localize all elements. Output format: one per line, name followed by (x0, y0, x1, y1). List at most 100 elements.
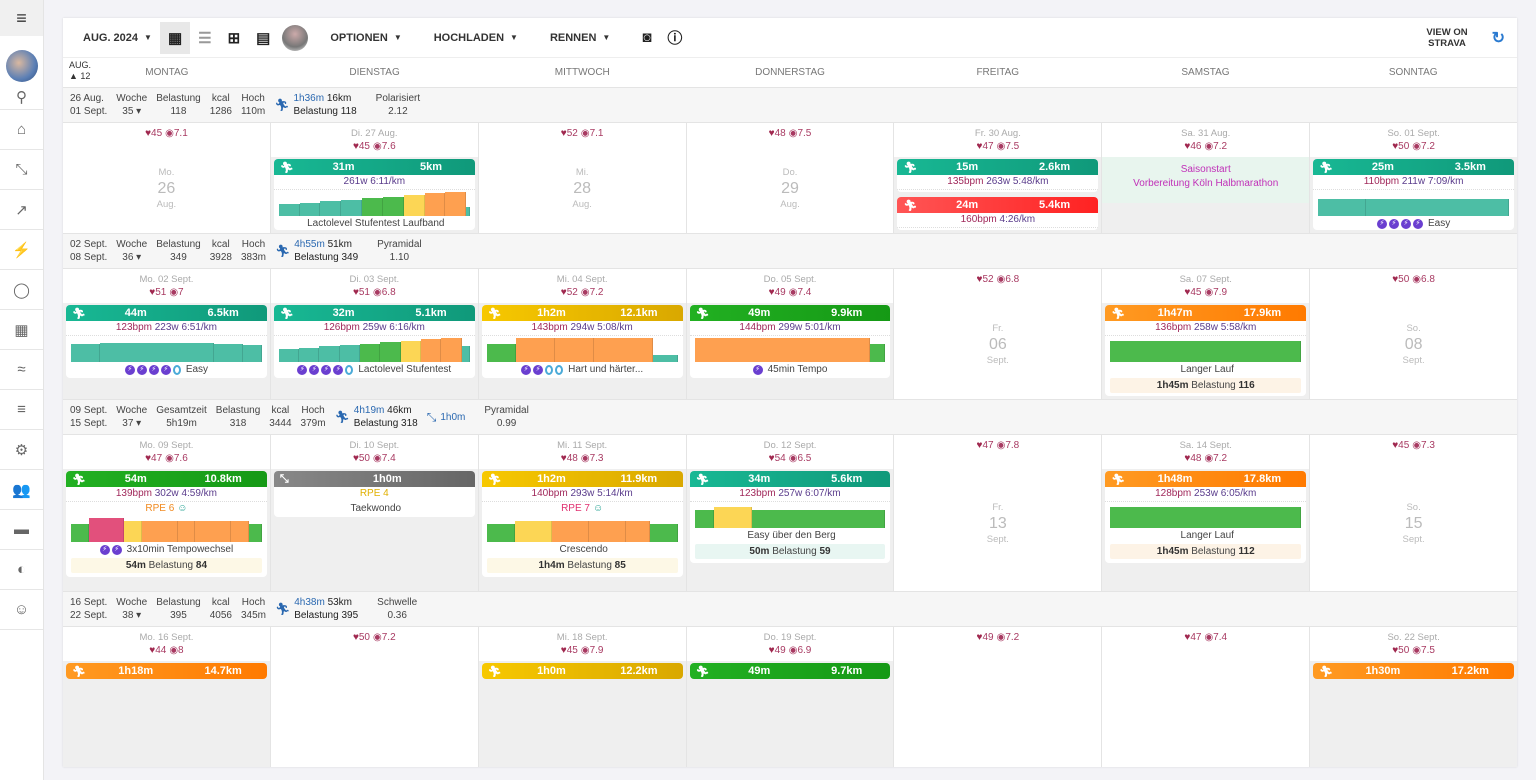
activity-name[interactable]: Easy über den Berg (747, 530, 836, 541)
menu-icon[interactable]: ≡ (0, 0, 43, 36)
week-toggle[interactable]: AUG. ▲ 12 (69, 58, 91, 82)
day-cell[interactable]: Sa. 07 Sept. ♥45 ◉7.9 🏃︎ 1h47m 17.9km 136bpm 2… (1102, 269, 1311, 399)
sidebar-item-home[interactable]: ⌂ (0, 110, 43, 150)
day-cell[interactable]: Di. 27 Aug. ♥45 ◉7.6 🏃︎ 31m 5km 261w 6:11/km La… (270, 123, 479, 233)
sidebar-item-people[interactable]: 👥 (0, 470, 43, 510)
upload-button[interactable]: HOCHLADEN ▼ (426, 22, 526, 54)
activity-name[interactable]: Lactolevel Stufentest (358, 364, 452, 375)
activity-name[interactable]: Easy (185, 364, 209, 375)
activity-name[interactable]: Lactolevel Stufentest Laufband (307, 218, 445, 229)
options-button[interactable]: OPTIONEN ▼ (322, 22, 409, 54)
book-icon[interactable]: ▤ (256, 29, 271, 47)
stat-value[interactable]: 36 ▾ (122, 252, 142, 263)
activity-card[interactable]: 🏃︎ 1h48m 17.8km 128bpm 253w 6:05/km Langer L… (1105, 471, 1307, 563)
activity-card[interactable]: 🏃︎ 49m 9.7km (689, 663, 891, 679)
day-cell[interactable]: So. 01 Sept. ♥50 ◉7.2 🏃︎ 25m 3.5km 110bpm 211w… (1310, 123, 1518, 233)
activity-name[interactable]: Hart und härter... (568, 364, 644, 375)
zone-bar (486, 524, 515, 542)
day-cell[interactable]: ♥52 ◉7.1 Mi. 28 Aug. (478, 123, 687, 233)
day-cell[interactable]: ♥45 ◉7.3 So. 15 Sept. (1310, 435, 1518, 591)
activity-name[interactable]: Easy (1427, 218, 1451, 229)
day-cell[interactable]: Di. 03 Sept. ♥51 ◉6.8 🏃︎ 32m 5.1km 126bpm 259w… (270, 269, 479, 399)
day-cell[interactable]: Mo. 16 Sept. ♥44 ◉8 🏃︎ 1h18m 14.7km (63, 627, 271, 767)
activity-card[interactable]: 🏃︎ 34m 5.6km 123bpm 257w 6:07/km Easy über d… (689, 471, 891, 563)
day-cell[interactable]: Mi. 04 Sept. ♥52 ◉7.2 🏃︎ 1h2m 12.1km 143bpm 29… (478, 269, 687, 399)
activity-card[interactable]: 🏃︎ 1h2m 12.1km 143bpm 294w 5:08/km ⚡︎ ⚡︎ Hart … (481, 305, 683, 378)
day-cell[interactable]: Mi. 18 Sept. ♥45 ◉7.9 🏃︎ 1h0m 12.2km (478, 627, 687, 767)
activity-card[interactable]: 🏃︎ 54m 10.8km 139bpm 302w 4:59/km RPE 6 ☺ ⚡︎ ⚡︎… (66, 471, 267, 577)
day-cell[interactable]: Fr. 30 Aug. ♥47 ◉7.5 🏃︎ 15m 2.6km 135bpm 263w … (894, 123, 1103, 233)
list-view-icon[interactable]: ☰ (198, 29, 212, 47)
month-picker-button[interactable]: AUG. 2024 ▼ (75, 22, 160, 54)
day-cell[interactable]: ♥52 ◉6.8 Fr. 06 Sept. (894, 269, 1103, 399)
sidebar-item-list-search[interactable]: ≡ (0, 390, 43, 430)
activity-card[interactable]: 🏃︎ 31m 5km 261w 6:11/km Lactolevel Stufentes… (273, 159, 475, 230)
grid-view-icon[interactable]: ▦ (159, 21, 191, 54)
activity-name[interactable]: Langer Lauf (1180, 364, 1234, 375)
sidebar-item-trend[interactable]: ↗ (0, 190, 43, 230)
day-cell[interactable]: Mi. 11 Sept. ♥48 ◉7.3 🏃︎ 1h2m 11.9km 140bpm 29… (478, 435, 687, 591)
day-cell[interactable]: Do. 05 Sept. ♥49 ◉7.4 🏃︎ 49m 9.9km 144bpm 299w… (686, 269, 895, 399)
day-cell[interactable]: Do. 19 Sept. ♥49 ◉6.9 🏃︎ 49m 9.7km (686, 627, 895, 767)
athlete-avatar[interactable] (282, 24, 309, 51)
day-cell[interactable]: ♥49 ◉7.2 (894, 627, 1103, 767)
week-stat: Belastung 395 (156, 596, 200, 622)
caret-down-icon: ▼ (510, 33, 518, 42)
activity-name[interactable]: Taekwondo (350, 503, 402, 514)
day-cell[interactable]: ♥47 ◉7.8 Fr. 13 Sept. (894, 435, 1103, 591)
activity-name[interactable]: 45min Tempo (767, 364, 828, 375)
activity-card[interactable]: 🏃︎ 25m 3.5km 110bpm 211w 7:09/km ⚡︎ ⚡︎ ⚡︎ ⚡︎ Eas… (1313, 159, 1515, 230)
gear-icon: ⚙ (14, 441, 29, 459)
activity-card[interactable]: 🏃︎ 32m 5.1km 126bpm 259w 6:16/km ⚡︎ ⚡︎ ⚡︎ ⚡︎ Lac… (273, 305, 475, 378)
activity-name[interactable]: Langer Lauf (1180, 530, 1234, 541)
season-note[interactable]: Saisonstart Vorbereitung Köln Halbmaratho… (1102, 157, 1310, 203)
user-avatar[interactable] (5, 50, 38, 82)
activity-card[interactable]: 🏃︎ 44m 6.5km 123bpm 223w 6:51/km ⚡︎ ⚡︎ ⚡︎ ⚡︎ Eas… (66, 305, 267, 378)
activity-name[interactable]: 3x10min Tempowechsel (126, 544, 234, 555)
sidebar-item-multi-trend[interactable]: ≈ (0, 350, 43, 390)
sidebar-item-calendar-clock[interactable]: ▦ (0, 310, 43, 350)
sidebar-item-gear[interactable]: ⚙ (0, 430, 43, 470)
activity-card[interactable]: 🏃︎ 1h47m 17.9km 136bpm 258w 5:58/km Langer L… (1105, 305, 1307, 396)
sidebar-item-search[interactable]: ⚲ (0, 84, 43, 110)
activity-card[interactable]: 🏃︎ 1h2m 11.9km 140bpm 293w 5:14/km RPE 7 ☺ Cre… (481, 471, 683, 577)
stat-value[interactable]: 37 ▾ (122, 418, 142, 429)
day-cell[interactable]: ♥48 ◉7.5 Do. 29 Aug. (686, 123, 895, 233)
camera-icon[interactable]: ◙ (642, 29, 652, 46)
day-cell[interactable]: So. 22 Sept. ♥50 ◉7.5 🏃︎ 1h30m 17.2km (1310, 627, 1518, 767)
week-stat: Hoch 379m (301, 404, 326, 430)
sidebar-item-face[interactable]: ☺ (0, 590, 43, 630)
activity-card[interactable]: 🏃︎ 49m 9.9km 144bpm 299w 5:01/km ⚡︎ 45min Tem… (689, 305, 891, 378)
sidebar-item-dumbbell[interactable]: ⤡ (0, 150, 43, 190)
activity-card[interactable]: 🏃︎ 1h0m 12.2km (481, 663, 683, 679)
activity-card[interactable]: ⤡ 1h0m RPE 4 Taekwondo (273, 471, 475, 517)
calendar-add-icon[interactable]: ⊞ (227, 29, 241, 47)
people-icon: 👥 (12, 481, 31, 499)
activity-card[interactable]: 🏃︎ 1h18m 14.7km (66, 663, 267, 679)
day-cell[interactable]: Di. 10 Sept. ♥50 ◉7.4 ⤡ 1h0m RPE 4 Taekwondo (270, 435, 479, 591)
day-cell[interactable]: ♥50 ◉6.8 So. 08 Sept. (1310, 269, 1518, 399)
day-cell[interactable]: Sa. 31 Aug. ♥46 ◉7.2 Saisonstart Vorbereitun… (1102, 123, 1311, 233)
day-cell[interactable]: Mo. 09 Sept. ♥47 ◉7.6 🏃︎ 54m 10.8km 139bpm 302… (63, 435, 271, 591)
day-cell[interactable]: ♥50 ◉7.2 (270, 627, 479, 767)
stat-value[interactable]: 38 ▾ (122, 610, 142, 621)
day-cell[interactable]: ♥45 ◉7.1 Mo. 26 Aug. (63, 123, 271, 233)
day-cell[interactable]: Mo. 02 Sept. ♥51 ◉7 🏃︎ 44m 6.5km 123bpm 223w 6… (63, 269, 271, 399)
refresh-icon[interactable]: ↻ (1491, 29, 1505, 47)
view-on-strava-button[interactable]: VIEW ON STRAVA (1426, 27, 1467, 49)
stat-value[interactable]: 35 ▾ (122, 106, 142, 117)
day-cell[interactable]: Sa. 14 Sept. ♥48 ◉7.2 🏃︎ 1h48m 17.8km 128bpm 2… (1102, 435, 1311, 591)
week-run-summary: 🏃︎ 1h36m 16km Belastung 118 (274, 92, 356, 118)
day-cell[interactable]: ♥47 ◉7.4 (1102, 627, 1311, 767)
day-cell[interactable]: Do. 12 Sept. ♥54 ◉6.5 🏃︎ 34m 5.6km 123bpm 257w… (686, 435, 895, 591)
activity-name[interactable]: Crescendo (559, 544, 608, 555)
help-icon[interactable]: ⓘ (667, 30, 683, 47)
sidebar-item-chat[interactable]: ▬ (0, 510, 43, 550)
sidebar-item-bolt[interactable]: ⚡ (0, 230, 43, 270)
sidebar-item-d-logo[interactable]: ◐ (0, 550, 43, 590)
sidebar-item-watch[interactable]: ◯ (0, 270, 43, 310)
activity-card[interactable]: 🏃︎ 1h30m 17.2km (1313, 663, 1515, 679)
races-button[interactable]: RENNEN ▼ (542, 22, 618, 54)
